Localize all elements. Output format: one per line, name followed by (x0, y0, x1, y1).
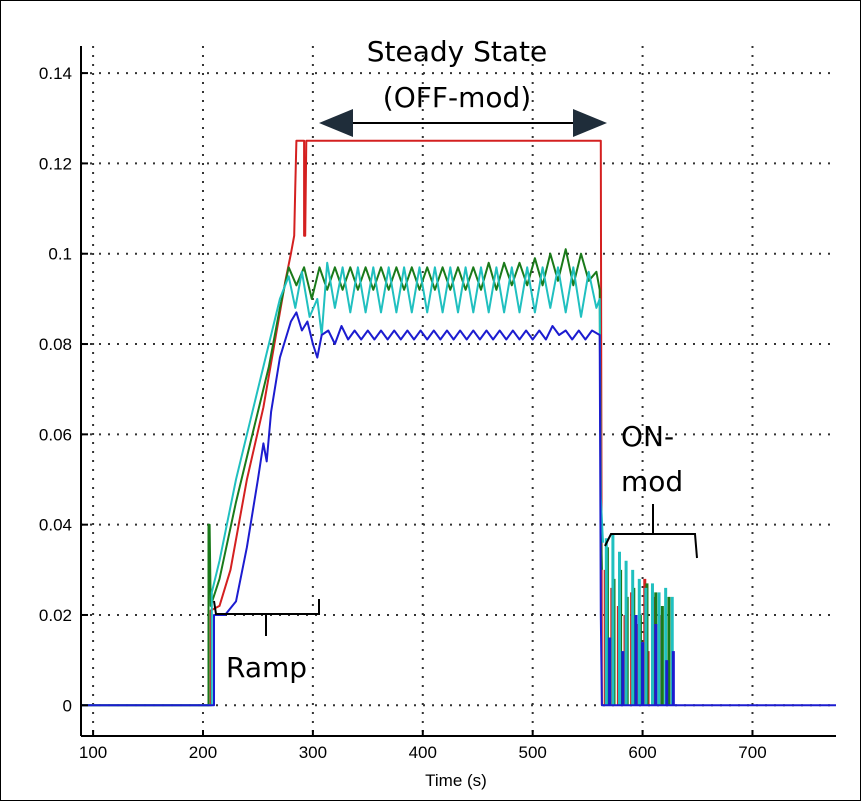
y-tick-label: 0 (63, 696, 72, 715)
grid (81, 46, 836, 736)
annotation-steady-state-line2: (OFF-mod) (383, 81, 531, 114)
ramp-bracket (213, 599, 320, 636)
on-mod-bracket (604, 504, 698, 559)
x-tick-label: 600 (628, 743, 656, 762)
annotation-on-mod-line2: mod (621, 465, 683, 498)
annotation-steady-state-line1: Steady State (367, 35, 548, 68)
series-line (81, 139, 603, 707)
x-tick-label: 400 (409, 743, 437, 762)
y-tick-label: 0.02 (39, 606, 72, 625)
x-tick-label: 200 (189, 743, 217, 762)
y-tick-label: 0.06 (39, 425, 72, 444)
x-axis-label: Time (s) (425, 771, 487, 790)
annotation-on-mod: ON- mod (604, 420, 698, 559)
y-tick-label: 0.04 (39, 516, 72, 535)
x-tick-label: 100 (79, 743, 107, 762)
series-line (81, 311, 836, 707)
y-tick-label: 0.1 (48, 245, 72, 264)
series-group (81, 139, 836, 707)
series-line (81, 261, 604, 707)
series-3 (81, 311, 836, 707)
x-tick-label: 500 (518, 743, 546, 762)
y-tick-label: 0.12 (39, 154, 72, 173)
annotation-on-mod-line1: ON- (621, 420, 674, 453)
series-line (81, 248, 603, 707)
annotation-steady-state: Steady State (OFF-mod) (319, 35, 607, 137)
annotation-ramp: Ramp (213, 599, 320, 684)
annotation-ramp-text: Ramp (226, 651, 307, 684)
y-tick-label: 0.14 (39, 64, 72, 83)
arrow-right-head (573, 109, 607, 137)
axes: 100 200 300 400 500 600 700 0 0.02 0.04 0.06 0.08 0.… (39, 46, 836, 762)
y-tick-label: 0.08 (39, 335, 72, 354)
x-tick-label: 300 (299, 743, 327, 762)
arrow-left-head (319, 109, 353, 137)
series-0 (81, 139, 662, 707)
x-tick-label: 700 (738, 743, 766, 762)
series-2 (81, 261, 674, 707)
